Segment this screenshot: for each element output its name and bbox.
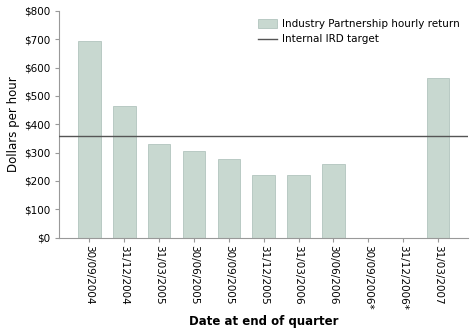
Bar (148, 144, 171, 238)
X-axis label: Date at end of quarter: Date at end of quarter (189, 315, 339, 328)
Legend: Industry Partnership hourly return, Internal IRD target: Industry Partnership hourly return, Inte… (255, 16, 463, 48)
Bar (322, 164, 345, 238)
Bar (78, 41, 101, 238)
Y-axis label: Dollars per hour: Dollars per hour (7, 76, 20, 172)
Bar (182, 151, 205, 238)
Bar (287, 175, 310, 238)
Bar (427, 77, 449, 238)
Bar (218, 159, 240, 238)
Bar (113, 106, 135, 238)
Bar (252, 175, 275, 238)
